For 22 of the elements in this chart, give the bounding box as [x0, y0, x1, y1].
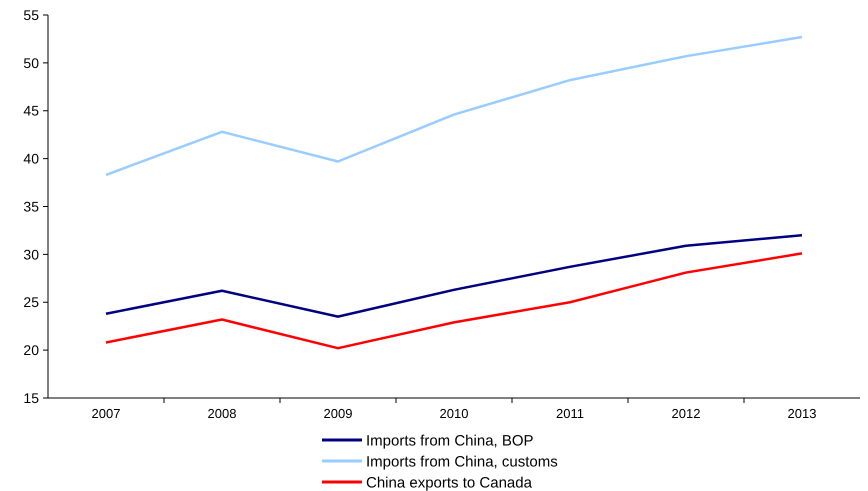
legend-label: Imports from China, customs [366, 453, 558, 470]
x-tick-label: 2007 [92, 406, 120, 421]
x-tick-label: 2009 [324, 406, 352, 421]
y-tick-label: 55 [23, 6, 40, 23]
y-tick-label: 20 [23, 342, 40, 358]
y-tick-label: 25 [23, 294, 40, 310]
y-tick-label: 35 [23, 198, 40, 214]
legend-label: Imports from China, BOP [366, 432, 534, 450]
y-tick-label: 15 [23, 390, 40, 406]
x-tick-label: 2012 [672, 406, 700, 421]
y-tick-label: 40 [23, 150, 40, 167]
legend-label: China exports to Canada [366, 474, 533, 491]
y-tick-label: 30 [23, 246, 40, 262]
line-series [104, 234, 804, 318]
x-tick-label: 2013 [788, 406, 816, 421]
x-tick-label: 2011 [556, 406, 584, 421]
y-tick-label: 50 [23, 54, 40, 71]
x-tick-label: 2008 [208, 406, 236, 421]
x-tick-label: 2010 [440, 406, 468, 421]
y-tick-label: 45 [23, 102, 40, 119]
line-series [104, 252, 804, 350]
line-series [104, 36, 804, 176]
